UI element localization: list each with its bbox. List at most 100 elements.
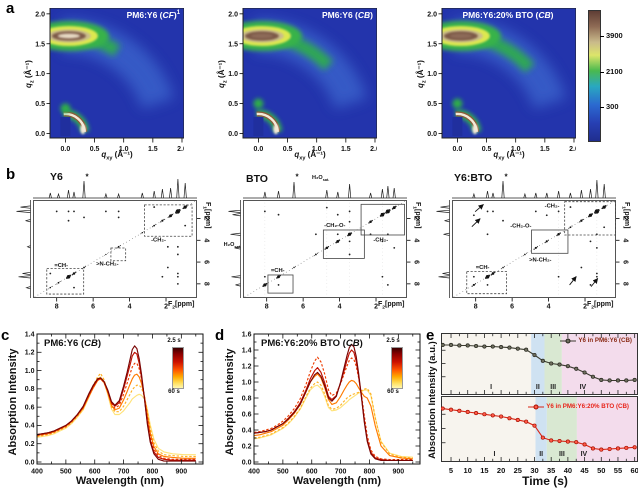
svg-text:0.0: 0.0 [242, 459, 252, 466]
kinetics-legend-bottom: Y6 in PM6:Y6:20% BTO (CB) [528, 403, 629, 410]
time-gradient-legend-d [391, 347, 403, 389]
nmr-cross-peaks [244, 201, 405, 298]
nmr-left-projection-bto [228, 200, 241, 298]
svg-text:8: 8 [265, 304, 269, 311]
colorbar-tick-300: 300 [606, 102, 619, 111]
giwaxs-plot-pm6y6-cf: 0.0 0.0 0.5 0.5 1.0 1.0 1.5 1.5 2.0 2.0 [35, 8, 184, 153]
svg-text:1.0: 1.0 [312, 146, 322, 153]
svg-text:4: 4 [547, 304, 551, 311]
axis-ticks: 5 10 15 20 25 30 35 40 45 50 55 60 [442, 413, 638, 475]
f2-axis-label-1: F2[ppm] [168, 301, 195, 311]
panel-a-letter: a [6, 0, 15, 17]
svg-text:800: 800 [364, 469, 376, 476]
h2o-sat-left-label: H₂Osat. [223, 242, 241, 250]
uvvis-plot-pm6y6-cb: 400 500 600 700 800 900 0.0 0.2 0.4 0.6 0.8 1.0 1.2 1… [25, 331, 204, 476]
nmr-top-projection-bto: * [243, 173, 407, 199]
svg-text:0.5: 0.5 [427, 101, 437, 108]
svg-text:400: 400 [31, 469, 43, 476]
svg-text:IV: IV [580, 384, 587, 391]
svg-text:1.4: 1.4 [25, 331, 35, 338]
svg-text:4: 4 [413, 238, 420, 242]
svg-text:0.5: 0.5 [90, 146, 100, 153]
nmr-top-projection-y6bto: * [452, 173, 616, 199]
nmr-cross-peaks [453, 201, 614, 298]
svg-text:1.0: 1.0 [511, 146, 521, 153]
svg-text:*: * [295, 173, 299, 182]
axis-ticks: 0.0 0.0 0.5 0.5 1.0 1.0 1.5 1.5 2.0 2.0 [228, 11, 377, 153]
svg-text:0.0: 0.0 [427, 131, 437, 138]
legend-start-time-d: 2.5 s [386, 338, 400, 344]
uvvis-title-c: PM6:Y6 (CB) [44, 338, 102, 349]
axis-ticks: 400 500 600 700 800 900 0.0 0.2 0.4 0.6 0.8 1.0 1.2 1… [242, 331, 420, 476]
svg-text:0.6: 0.6 [25, 404, 35, 411]
absorption-axis-label-e: Absorption Intensity (a.u.) [427, 341, 438, 459]
giwaxs-colorbar [588, 10, 601, 142]
svg-text:4: 4 [203, 238, 210, 242]
svg-text:1.2: 1.2 [25, 350, 35, 357]
svg-text:>N-CH₂-: >N-CH₂- [96, 262, 118, 268]
axis-ticks: 0.0 0.0 0.5 0.5 1.0 1.0 1.5 1.5 2.0 2.0 [427, 11, 576, 153]
svg-text:6: 6 [510, 304, 514, 311]
nmr-left-projection-y6bto [436, 200, 450, 298]
colorbar-tickmark [600, 36, 604, 37]
svg-text:700: 700 [335, 469, 347, 476]
svg-text:1.5: 1.5 [228, 41, 238, 48]
svg-text:=CH-: =CH- [54, 263, 68, 269]
spectra-curves [37, 345, 196, 462]
svg-text:800: 800 [147, 469, 159, 476]
giwaxs-title-1: PM6:Y6 (CF)1 [126, 10, 180, 20]
svg-text:60: 60 [630, 466, 638, 475]
uvvis-plot-pm6y6-bto-cb: 400 500 600 700 800 900 0.0 0.2 0.4 0.6 0.8 1.0 1.2 1… [242, 331, 421, 476]
svg-text:6: 6 [413, 260, 420, 264]
uvvis-title-d: PM6:Y6:20% BTO (CB) [261, 338, 363, 349]
svg-text:III: III [559, 451, 565, 458]
legend-marker-icon [528, 404, 545, 409]
wavelength-axis-label-d: Wavelength (nm) [292, 475, 382, 487]
qxy-axis-label-3: qxy (Å⁻¹) [493, 150, 525, 162]
colorbar-tick-3900: 3900 [606, 31, 623, 40]
time-gradient-legend-c [172, 347, 184, 389]
svg-text:400: 400 [248, 469, 260, 476]
svg-text:8: 8 [203, 282, 210, 286]
svg-text:45: 45 [580, 466, 588, 475]
svg-text:1.5: 1.5 [35, 41, 45, 48]
svg-text:2: 2 [583, 304, 587, 311]
qxy-axis-label-1: qxy (Å⁻¹) [101, 150, 133, 162]
legend-end-time-d: 60 s [387, 389, 399, 395]
svg-text:-CH₂-: -CH₂- [151, 238, 166, 244]
svg-text:2: 2 [622, 217, 629, 221]
nmr-cross-peaks [34, 201, 195, 298]
svg-text:IV: IV [581, 451, 588, 458]
svg-text:2: 2 [374, 304, 378, 311]
giwaxs-plot-pm6y6-bto-cb: 0.0 0.0 0.5 0.5 1.0 1.0 1.5 1.5 2.0 2.0 [427, 8, 576, 153]
axis-ticks: 400 500 600 700 800 900 0.0 0.2 0.4 0.6 0.8 1.0 1.2 1… [25, 331, 203, 476]
kinetics-curve [441, 342, 637, 383]
nmr-left-projection-y6 [16, 200, 31, 298]
panel-e-letter: e [426, 327, 435, 344]
svg-text:0.8: 0.8 [242, 395, 252, 402]
kinetics-plot-top: I II III IV [441, 333, 638, 395]
svg-text:8: 8 [474, 304, 478, 311]
svg-text:1.0: 1.0 [427, 71, 437, 78]
svg-text:55: 55 [614, 466, 622, 475]
qxy-axis-label-2: qxy (Å⁻¹) [294, 150, 326, 162]
giwaxs-plot-pm6y6-cb: 0.0 0.0 0.5 0.5 1.0 1.0 1.5 1.5 2.0 2.0 [228, 8, 377, 153]
svg-text:-CH₂-O-: -CH₂-O- [324, 223, 345, 229]
axis-ticks [442, 334, 636, 394]
svg-text:6: 6 [91, 304, 95, 311]
svg-text:0.0: 0.0 [25, 459, 35, 466]
svg-text:1.0: 1.0 [119, 146, 129, 153]
time-axis-label: Time (s) [522, 474, 568, 488]
nmr-spectrum-bto: -CH₂- -CH₂-O- =CH- 8 6 4 2 2 4 6 8 [243, 200, 420, 311]
panel-c-letter: c [1, 327, 10, 344]
svg-text:0.4: 0.4 [242, 427, 252, 434]
svg-text:0.0: 0.0 [453, 146, 463, 153]
svg-text:500: 500 [60, 469, 72, 476]
svg-text:5: 5 [449, 466, 453, 475]
nmr-name-bto: BTO [246, 173, 268, 185]
colorbar-tickmark [600, 107, 604, 108]
svg-text:4: 4 [622, 238, 629, 242]
svg-text:I: I [490, 384, 492, 391]
h2o-sat-top-label: H₂Osat. [312, 175, 330, 183]
